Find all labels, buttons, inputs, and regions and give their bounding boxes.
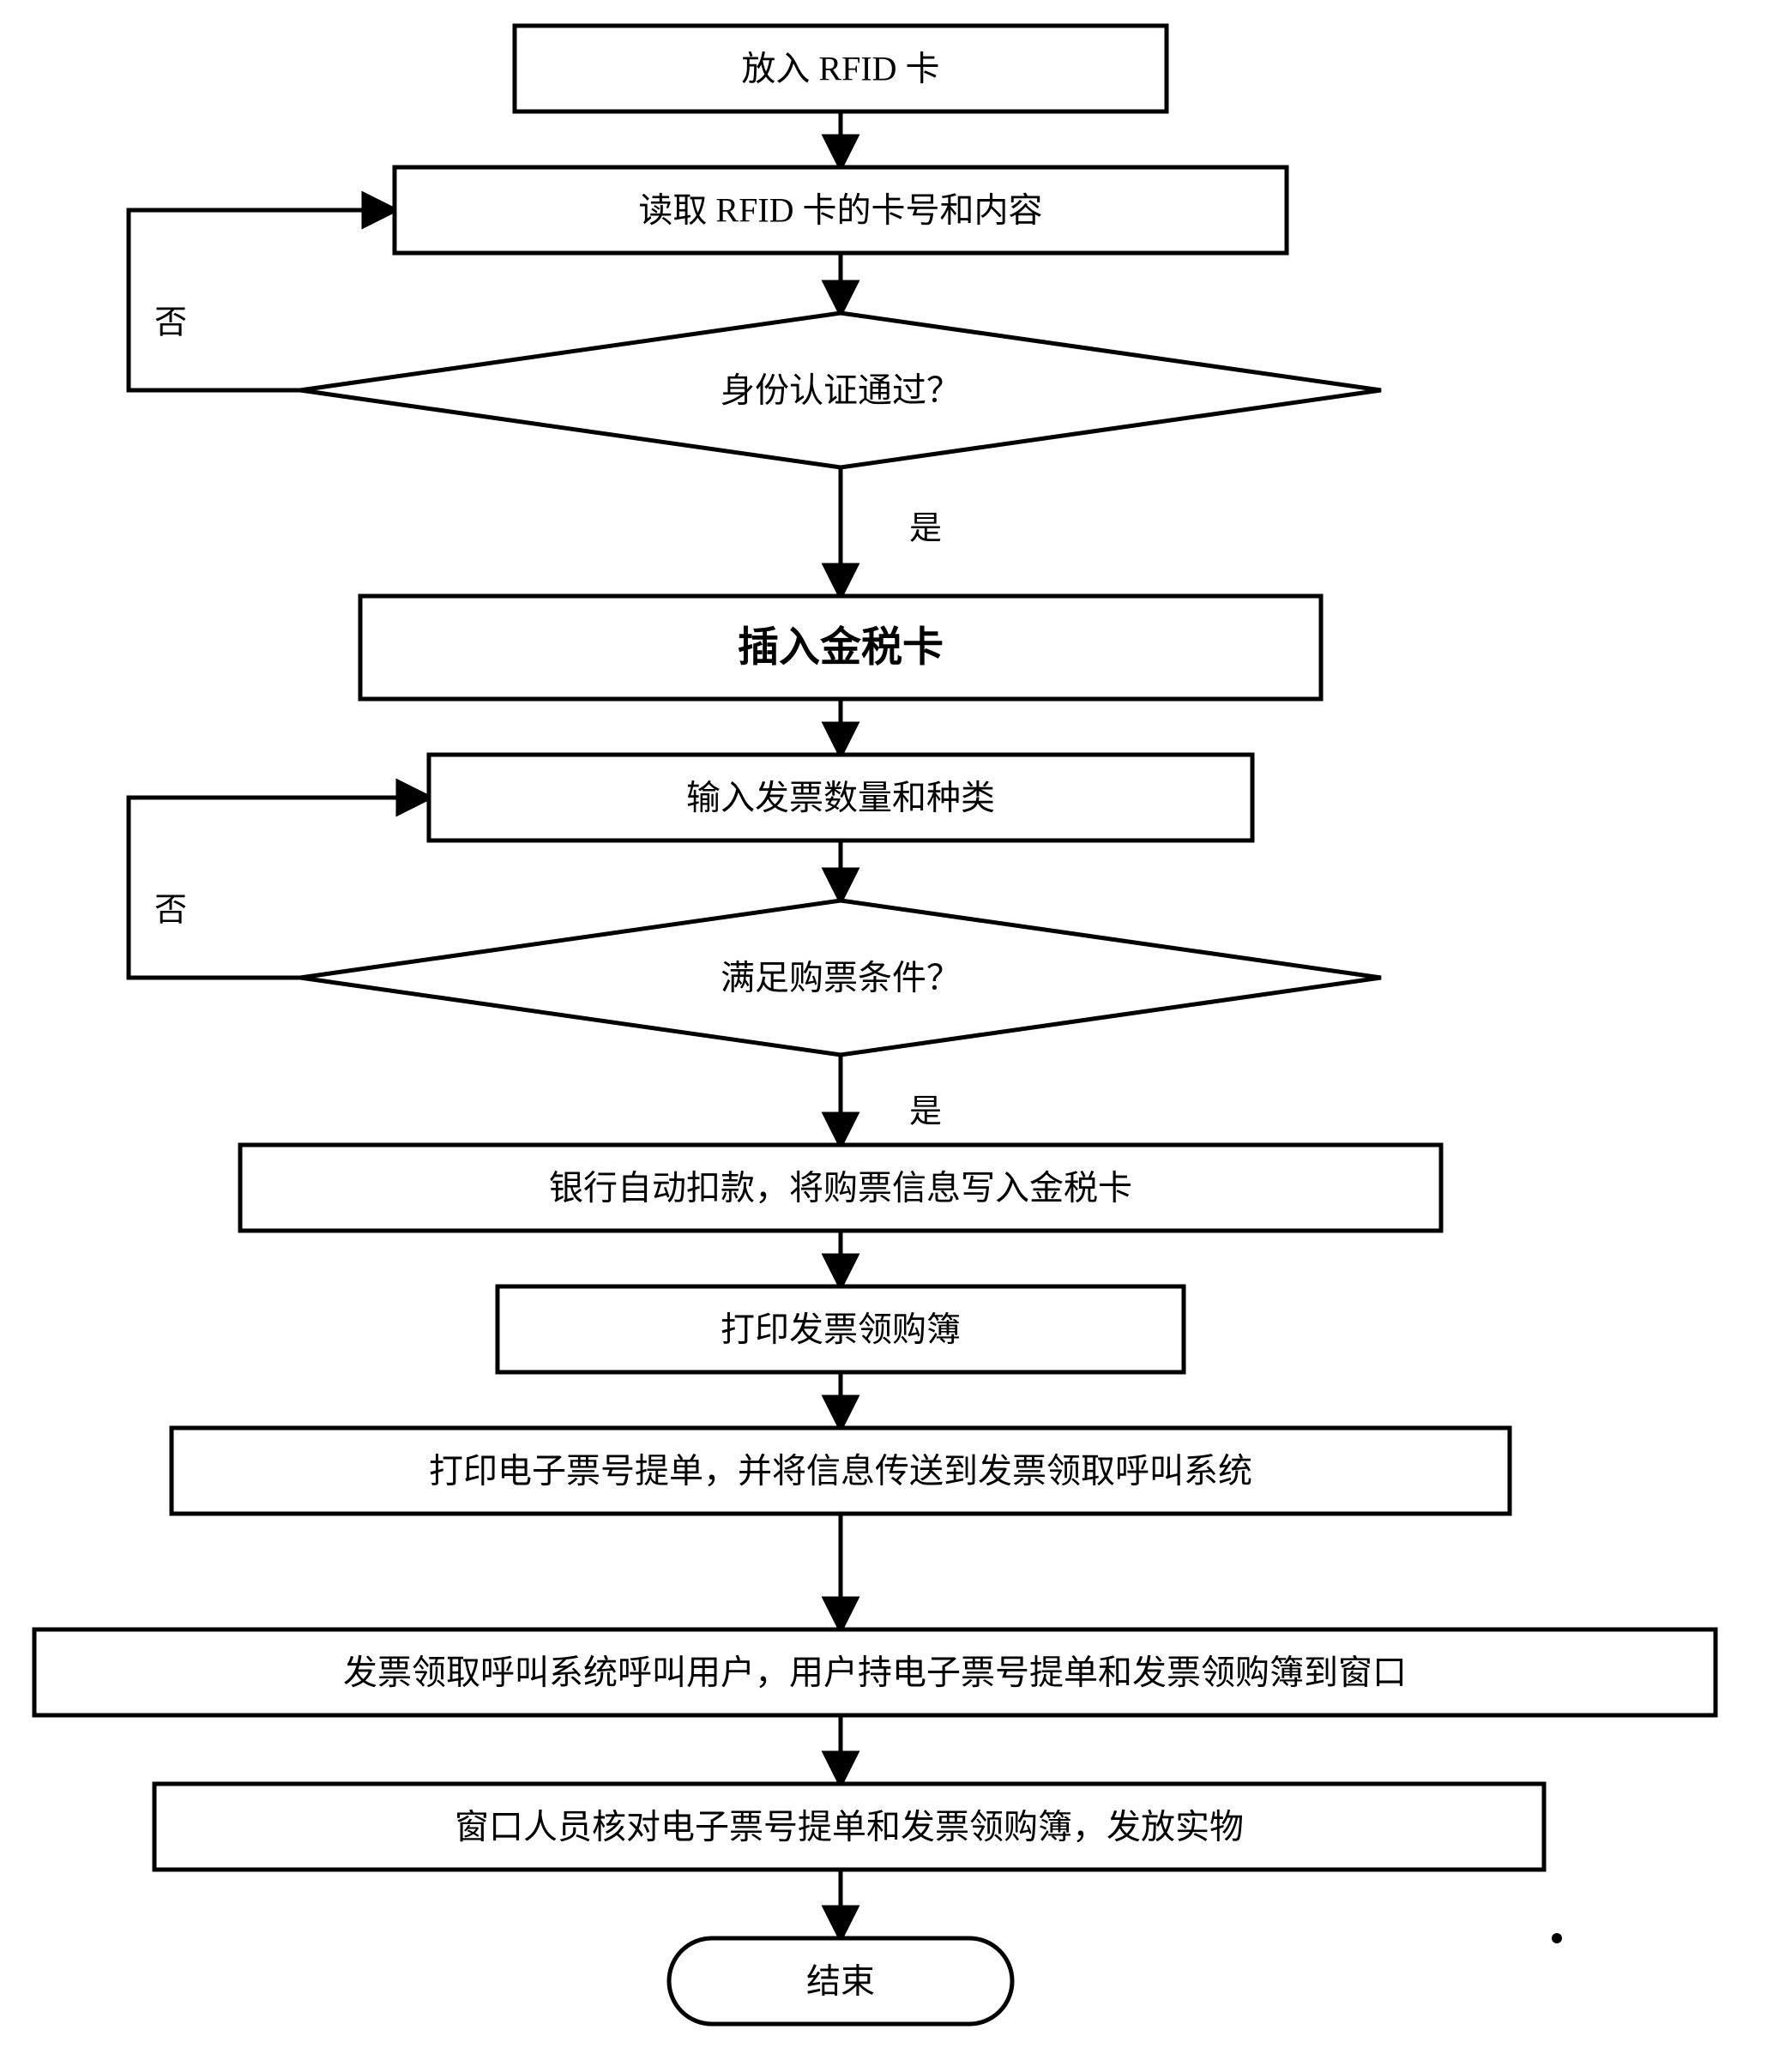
node-label-n5: 输入发票数量和种类 [686, 779, 995, 817]
node-n8: 打印发票领购簿 [498, 1286, 1184, 1372]
node-n2: 读取 RFID 卡的卡号和内容 [395, 167, 1287, 253]
node-n7: 银行自动扣款，将购票信息写入金税卡 [240, 1145, 1441, 1231]
node-n9: 打印电子票号提单，并将信息传送到发票领取呼叫系统 [172, 1428, 1510, 1514]
node-n1: 放入 RFID 卡 [515, 26, 1167, 111]
node-n11: 窗口人员核对电子票号提单和发票领购簿，发放实物 [154, 1784, 1544, 1870]
node-label-n3: 身份认证通过？ [721, 371, 961, 410]
node-label-n2: 读取 RFID 卡的卡号和内容 [638, 191, 1042, 230]
node-n12: 结束 [669, 1938, 1012, 2024]
edge-label-n6-n7: 是 [909, 1094, 942, 1130]
node-n10: 发票领取呼叫系统呼叫用户，用户持电子票号提单和发票领购簿到窗口 [34, 1629, 1716, 1715]
node-n3: 身份认证通过？ [300, 313, 1381, 467]
node-label-n10: 发票领取呼叫系统呼叫用户，用户持电子票号提单和发票领购簿到窗口 [343, 1653, 1407, 1692]
edge-n6-n5 [129, 798, 429, 978]
edge-label-n3-n4: 是 [909, 511, 942, 547]
node-n4: 插入金税卡 [360, 596, 1321, 699]
edge-label-n6-n5: 否 [154, 893, 187, 929]
edge-n3-n2 [129, 210, 395, 390]
node-label-n12: 结束 [806, 1962, 875, 2001]
node-label-n1: 放入 RFID 卡 [741, 50, 939, 88]
flowchart-canvas: 放入 RFID 卡读取 RFID 卡的卡号和内容身份认证通过？ 插入金税卡输入发票… [0, 0, 1767, 2072]
node-label-n8: 打印发票领购簿 [721, 1310, 961, 1349]
nodes: 放入 RFID 卡读取 RFID 卡的卡号和内容身份认证通过？ 插入金税卡输入发票… [34, 26, 1716, 2024]
node-n5: 输入发票数量和种类 [429, 755, 1252, 840]
node-n6: 满足购票条件？ [300, 900, 1381, 1055]
node-label-n11: 窗口人员核对电子票号提单和发票领购簿，发放实物 [455, 1808, 1244, 1846]
edge-label-n3-n2: 否 [154, 305, 187, 341]
node-label-n4: 插入金税卡 [738, 625, 944, 671]
node-label-n6: 满足购票条件？ [721, 959, 961, 997]
stray-dot [1552, 1933, 1562, 1943]
node-label-n9: 打印电子票号提单，并将信息传送到发票领取呼叫系统 [429, 1452, 1252, 1491]
node-label-n7: 银行自动扣款，将购票信息写入金税卡 [549, 1169, 1132, 1208]
